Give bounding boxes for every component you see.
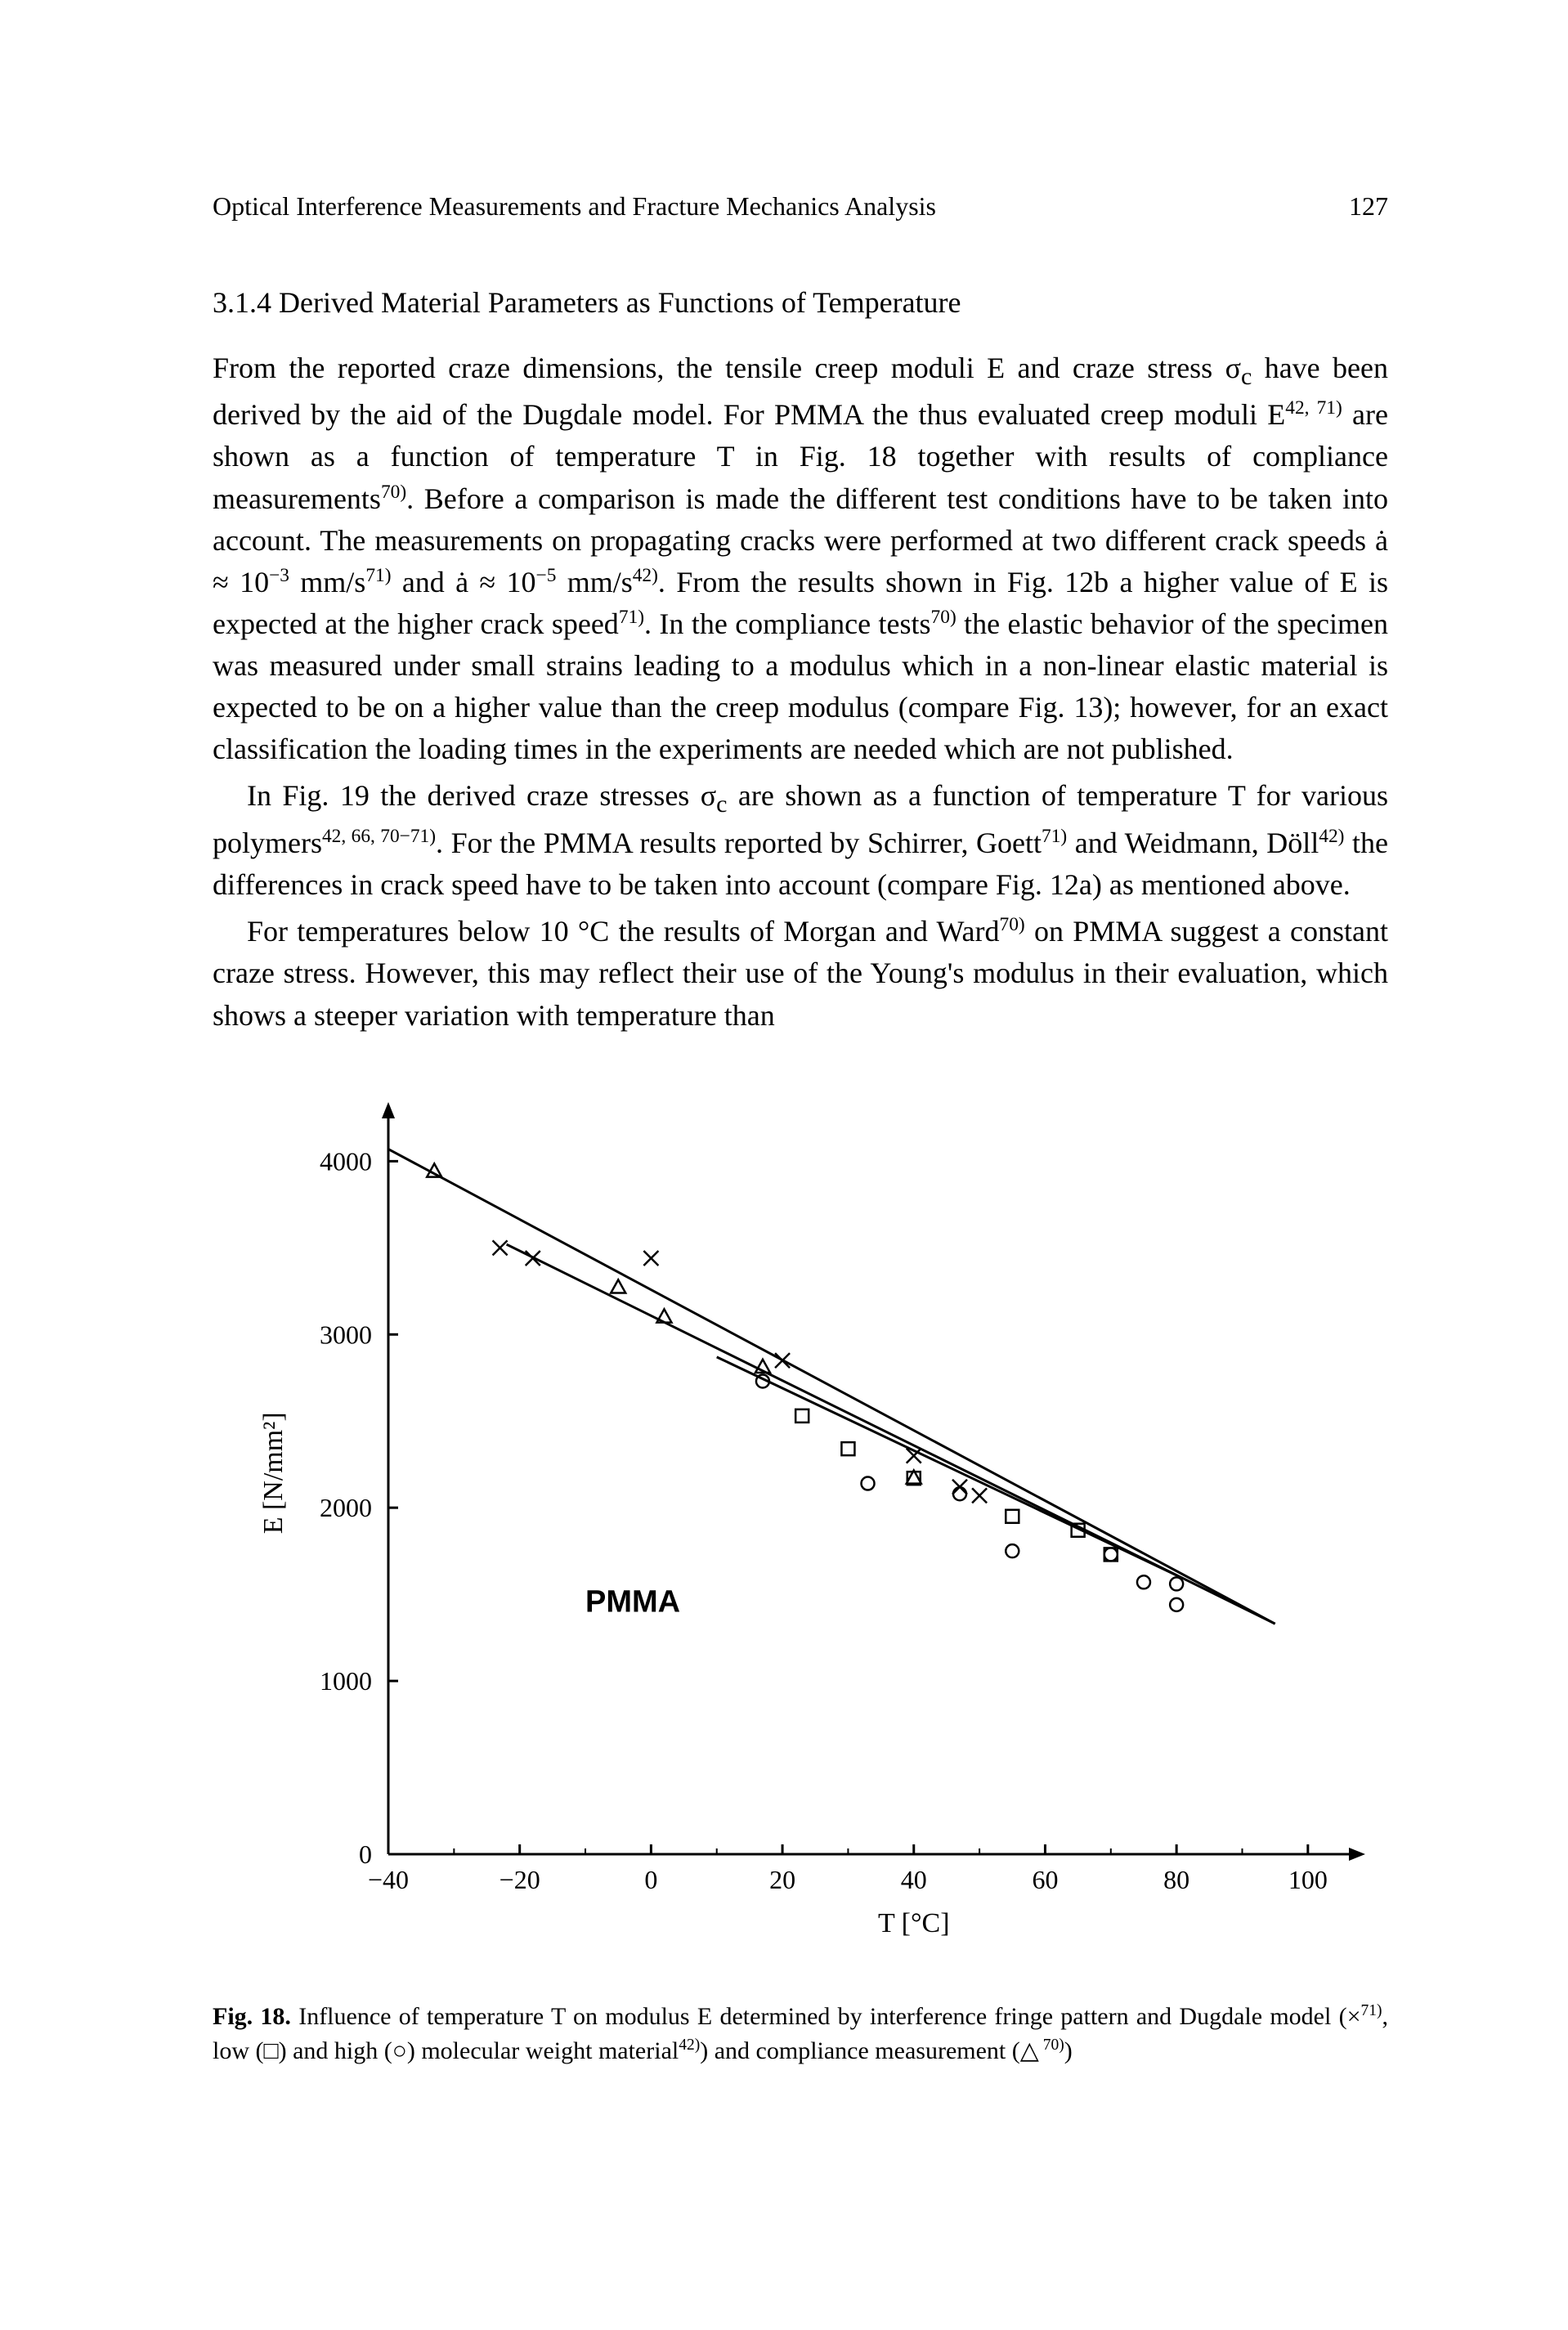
caption-text: Influence of temperature T on modulus E … [291, 2003, 1361, 2030]
superscript-ref: 70) [931, 607, 956, 628]
caption-text: ) and compliance measurement (△ [700, 2037, 1039, 2064]
page-number: 127 [1349, 188, 1388, 225]
superscript-ref: 42, 71) [1285, 397, 1342, 419]
superscript-ref: 71) [365, 565, 391, 586]
svg-text:3000: 3000 [320, 1320, 372, 1349]
superscript-ref: 71) [619, 607, 644, 628]
subscript: c [716, 791, 727, 818]
svg-text:60: 60 [1032, 1865, 1058, 1894]
text: For temperatures below 10 °C the results… [247, 915, 1000, 948]
svg-text:PMMA: PMMA [585, 1584, 680, 1619]
superscript-ref: 42) [633, 565, 658, 586]
text: mm/s [289, 566, 365, 598]
page-header: Optical Interference Measurements and Fr… [213, 188, 1388, 225]
superscript-ref: 70) [381, 482, 406, 503]
subscript: c [1241, 363, 1252, 390]
superscript-ref: 42) [1319, 826, 1344, 847]
superscript-ref: 71) [1042, 826, 1067, 847]
superscript-ref: 70) [1039, 2037, 1064, 2054]
svg-text:40: 40 [901, 1865, 927, 1894]
svg-text:4000: 4000 [320, 1146, 372, 1176]
svg-text:0: 0 [644, 1865, 657, 1894]
svg-text:E [N/mm²]: E [N/mm²] [258, 1412, 289, 1534]
caption-lead: Fig. 18. [213, 2003, 291, 2030]
svg-text:0: 0 [359, 1839, 372, 1869]
paragraph-2: In Fig. 19 the derived craze stresses σc… [213, 775, 1388, 906]
paragraph-3: For temperatures below 10 °C the results… [213, 911, 1388, 1036]
exponent: −3 [269, 565, 289, 586]
svg-text:20: 20 [769, 1865, 795, 1894]
svg-text:80: 80 [1163, 1865, 1189, 1894]
chart-figure: −40 −20 0 20 40 60 80 100 T [°C] 0 1000 2000 3000 400… [213, 1086, 1388, 1969]
text: and Weidmann, Döll [1067, 827, 1319, 859]
superscript-ref: 71) [1361, 2002, 1382, 2019]
svg-text:100: 100 [1288, 1865, 1328, 1894]
paragraph-1: From the reported craze dimensions, the … [213, 347, 1388, 771]
page: Optical Interference Measurements and Fr… [0, 0, 1568, 2330]
text: In Fig. 19 the derived craze stresses σ [247, 779, 716, 812]
caption-text: ) [1064, 2037, 1073, 2064]
exponent: −5 [536, 565, 557, 586]
svg-text:2000: 2000 [320, 1493, 372, 1522]
svg-text:−40: −40 [368, 1865, 409, 1894]
section-heading: 3.1.4 Derived Material Parameters as Fun… [213, 282, 1388, 324]
running-title: Optical Interference Measurements and Fr… [213, 188, 936, 225]
text: mm/s [556, 566, 632, 598]
text: From the reported craze dimensions, the … [213, 352, 1241, 384]
superscript-ref: 70) [1000, 914, 1025, 935]
text: . For the PMMA results reported by Schir… [436, 827, 1042, 859]
superscript-ref: 42) [679, 2037, 700, 2054]
modulus-temperature-chart: −40 −20 0 20 40 60 80 100 T [°C] 0 1000 2000 3000 400… [213, 1086, 1388, 1969]
svg-text:−20: −20 [500, 1865, 540, 1894]
figure-caption: Fig. 18. Influence of temperature T on m… [213, 2000, 1388, 2069]
svg-text:T [°C]: T [°C] [878, 1908, 950, 1938]
superscript-ref: 42, 66, 70−71) [322, 826, 436, 847]
text: . In the compliance tests [644, 607, 931, 640]
svg-text:1000: 1000 [320, 1666, 372, 1696]
text: and ȧ ≈ 10 [392, 566, 536, 598]
